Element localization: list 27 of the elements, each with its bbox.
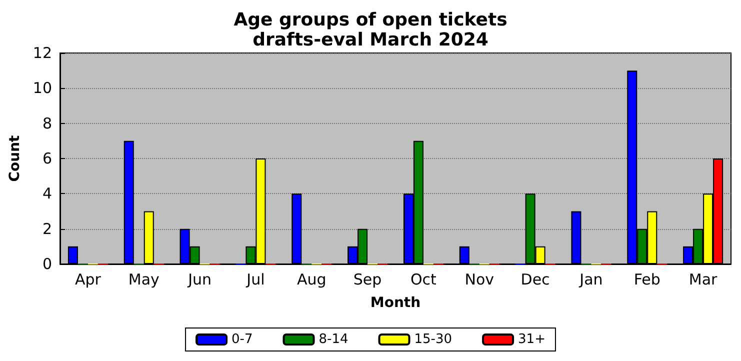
x-tick-label: Sep xyxy=(353,270,382,288)
chart-subtitle: drafts-eval March 2024 xyxy=(252,30,488,50)
legend-label: 15-30 xyxy=(414,332,452,347)
x-tick-label: Oct xyxy=(410,270,437,288)
x-tick-label: Apr xyxy=(74,270,102,288)
legend-label: 8-14 xyxy=(318,332,348,347)
x-tick-label: Dec xyxy=(520,270,550,288)
y-tick-label: 4 xyxy=(42,184,52,203)
y-axis-title: Count xyxy=(7,134,23,182)
y-tick-label: 2 xyxy=(42,220,52,238)
x-tick-label: Feb xyxy=(634,270,660,288)
y-tick-label: 12 xyxy=(32,44,52,62)
x-tick-label: Jan xyxy=(578,270,603,288)
y-tick-label: 6 xyxy=(42,150,52,168)
x-tick-label: May xyxy=(128,270,160,288)
x-tick-label: Mar xyxy=(688,270,718,288)
y-tick-label: 10 xyxy=(32,79,52,98)
x-axis-title: Month xyxy=(370,295,421,311)
legend-label: 0-7 xyxy=(232,332,253,347)
y-tick-label: 0 xyxy=(42,255,52,273)
x-tick-label: Nov xyxy=(464,270,494,288)
x-tick-label: Jul xyxy=(246,270,265,288)
chart-title: Age groups of open tickets xyxy=(234,10,508,30)
legend-label: 31+ xyxy=(518,332,546,347)
y-tick-label: 8 xyxy=(42,114,52,132)
x-tick-label: Aug xyxy=(296,270,326,288)
x-tick-label: Jun xyxy=(187,270,212,288)
